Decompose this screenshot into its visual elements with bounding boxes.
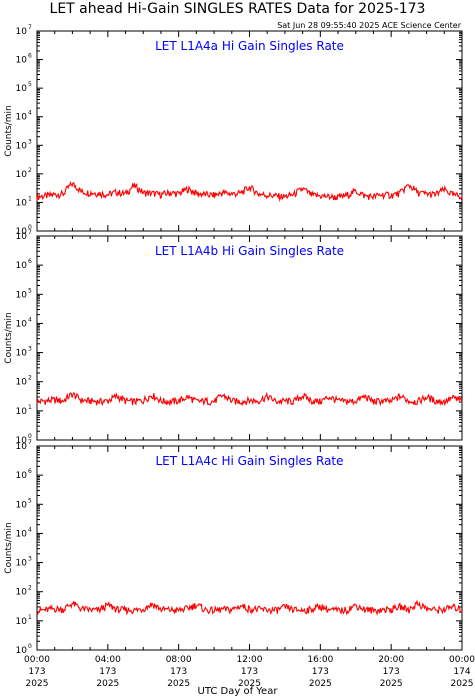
y-tick-base: 10 xyxy=(16,442,28,452)
y-tick-exponent: 2 xyxy=(28,167,32,174)
y-tick-exponent: 1 xyxy=(28,195,32,202)
y-tick-base: 10 xyxy=(16,84,28,94)
y-tick-base: 10 xyxy=(16,588,28,598)
y-tick-exponent: 3 xyxy=(28,138,32,145)
y-tick-exponent: 5 xyxy=(28,287,32,294)
y-tick-base: 10 xyxy=(16,113,28,123)
x-tick-time: 16:00 xyxy=(307,655,333,665)
series-line xyxy=(36,180,463,203)
y-tick-base: 10 xyxy=(16,471,28,481)
x-axis-title: UTC Day of Year xyxy=(197,686,278,697)
y-tick-exponent: 1 xyxy=(28,614,32,621)
y-tick-exponent: 5 xyxy=(28,81,32,88)
y-tick-base: 10 xyxy=(16,617,28,627)
y-tick-exponent: 4 xyxy=(28,316,32,323)
y-tick-base: 10 xyxy=(16,141,28,151)
x-tick-time: 04:00 xyxy=(95,655,121,665)
x-tick-time: 12:00 xyxy=(237,655,263,665)
y-tick-base: 10 xyxy=(16,559,28,569)
y-tick-base: 10 xyxy=(16,500,28,510)
x-tick-year: 2025 xyxy=(451,679,474,689)
panel-frame xyxy=(36,235,463,441)
x-tick-time: 08:00 xyxy=(166,655,192,665)
y-tick-base: 10 xyxy=(16,227,28,237)
x-tick-time: 00:00 xyxy=(449,655,475,665)
y-tick-exponent: 1 xyxy=(28,404,32,411)
panel-title: LET L1A4a Hi Gain Singles Rate xyxy=(155,39,344,53)
y-tick-exponent: 3 xyxy=(28,556,32,563)
y-tick-exponent: 0 xyxy=(28,433,32,440)
y-axis-title: Counts/min xyxy=(4,105,14,156)
y-tick-exponent: 4 xyxy=(28,526,32,533)
y-tick-exponent: 2 xyxy=(28,585,32,592)
y-tick-base: 10 xyxy=(16,436,28,446)
y-tick-base: 10 xyxy=(16,56,28,66)
x-tick-year: 2025 xyxy=(96,679,119,689)
panel-frame xyxy=(36,445,463,651)
y-tick-exponent: 0 xyxy=(28,643,32,650)
y-tick-base: 10 xyxy=(16,232,28,242)
x-tick-day: 173 xyxy=(170,667,187,677)
y-tick-exponent: 7 xyxy=(28,229,32,236)
x-tick-year: 2025 xyxy=(309,679,332,689)
panel-title: LET L1A4b Hi Gain Singles Rate xyxy=(155,244,344,258)
y-axis-title: Counts/min xyxy=(4,312,14,363)
y-tick-exponent: 7 xyxy=(28,439,32,446)
x-tick-day: 173 xyxy=(383,667,400,677)
y-tick-base: 10 xyxy=(16,378,28,388)
x-tick-year: 2025 xyxy=(26,679,49,689)
panel-frame xyxy=(36,30,463,232)
y-axis-title: Counts/min xyxy=(4,522,14,573)
y-tick-base: 10 xyxy=(16,170,28,180)
chart-title: LET ahead Hi-Gain SINGLES RATES Data for… xyxy=(49,1,426,17)
y-tick-exponent: 6 xyxy=(28,53,32,60)
y-tick-base: 10 xyxy=(16,349,28,359)
y-tick-base: 10 xyxy=(16,290,28,300)
y-tick-exponent: 0 xyxy=(28,224,32,231)
y-tick-exponent: 6 xyxy=(28,468,32,475)
x-tick-year: 2025 xyxy=(380,679,403,689)
y-tick-base: 10 xyxy=(16,198,28,208)
y-tick-base: 10 xyxy=(16,27,28,37)
y-tick-exponent: 3 xyxy=(28,346,32,353)
x-tick-day: 173 xyxy=(312,667,329,677)
x-tick-year: 2025 xyxy=(167,679,190,689)
x-tick-year: 2025 xyxy=(238,679,261,689)
y-tick-base: 10 xyxy=(16,407,28,417)
y-tick-exponent: 5 xyxy=(28,497,32,504)
x-tick-time: 20:00 xyxy=(378,655,404,665)
y-tick-exponent: 7 xyxy=(28,24,32,31)
y-tick-base: 10 xyxy=(16,319,28,329)
y-tick-exponent: 4 xyxy=(28,110,32,117)
timestamp: Sat Jun 28 09:55:40 2025 ACE Science Cen… xyxy=(277,21,461,30)
x-tick-day: 173 xyxy=(241,667,258,677)
x-tick-time: 00:00 xyxy=(24,655,50,665)
series-line xyxy=(36,599,463,616)
series-line xyxy=(36,391,463,407)
y-tick-base: 10 xyxy=(16,646,28,656)
y-tick-exponent: 2 xyxy=(28,375,32,382)
x-tick-day: 173 xyxy=(99,667,116,677)
y-tick-exponent: 6 xyxy=(28,258,32,265)
x-tick-day: 174 xyxy=(453,667,470,677)
y-tick-base: 10 xyxy=(16,261,28,271)
panel-title: LET L1A4c Hi Gain Singles Rate xyxy=(155,454,343,468)
x-tick-day: 173 xyxy=(28,667,45,677)
y-tick-base: 10 xyxy=(16,529,28,539)
